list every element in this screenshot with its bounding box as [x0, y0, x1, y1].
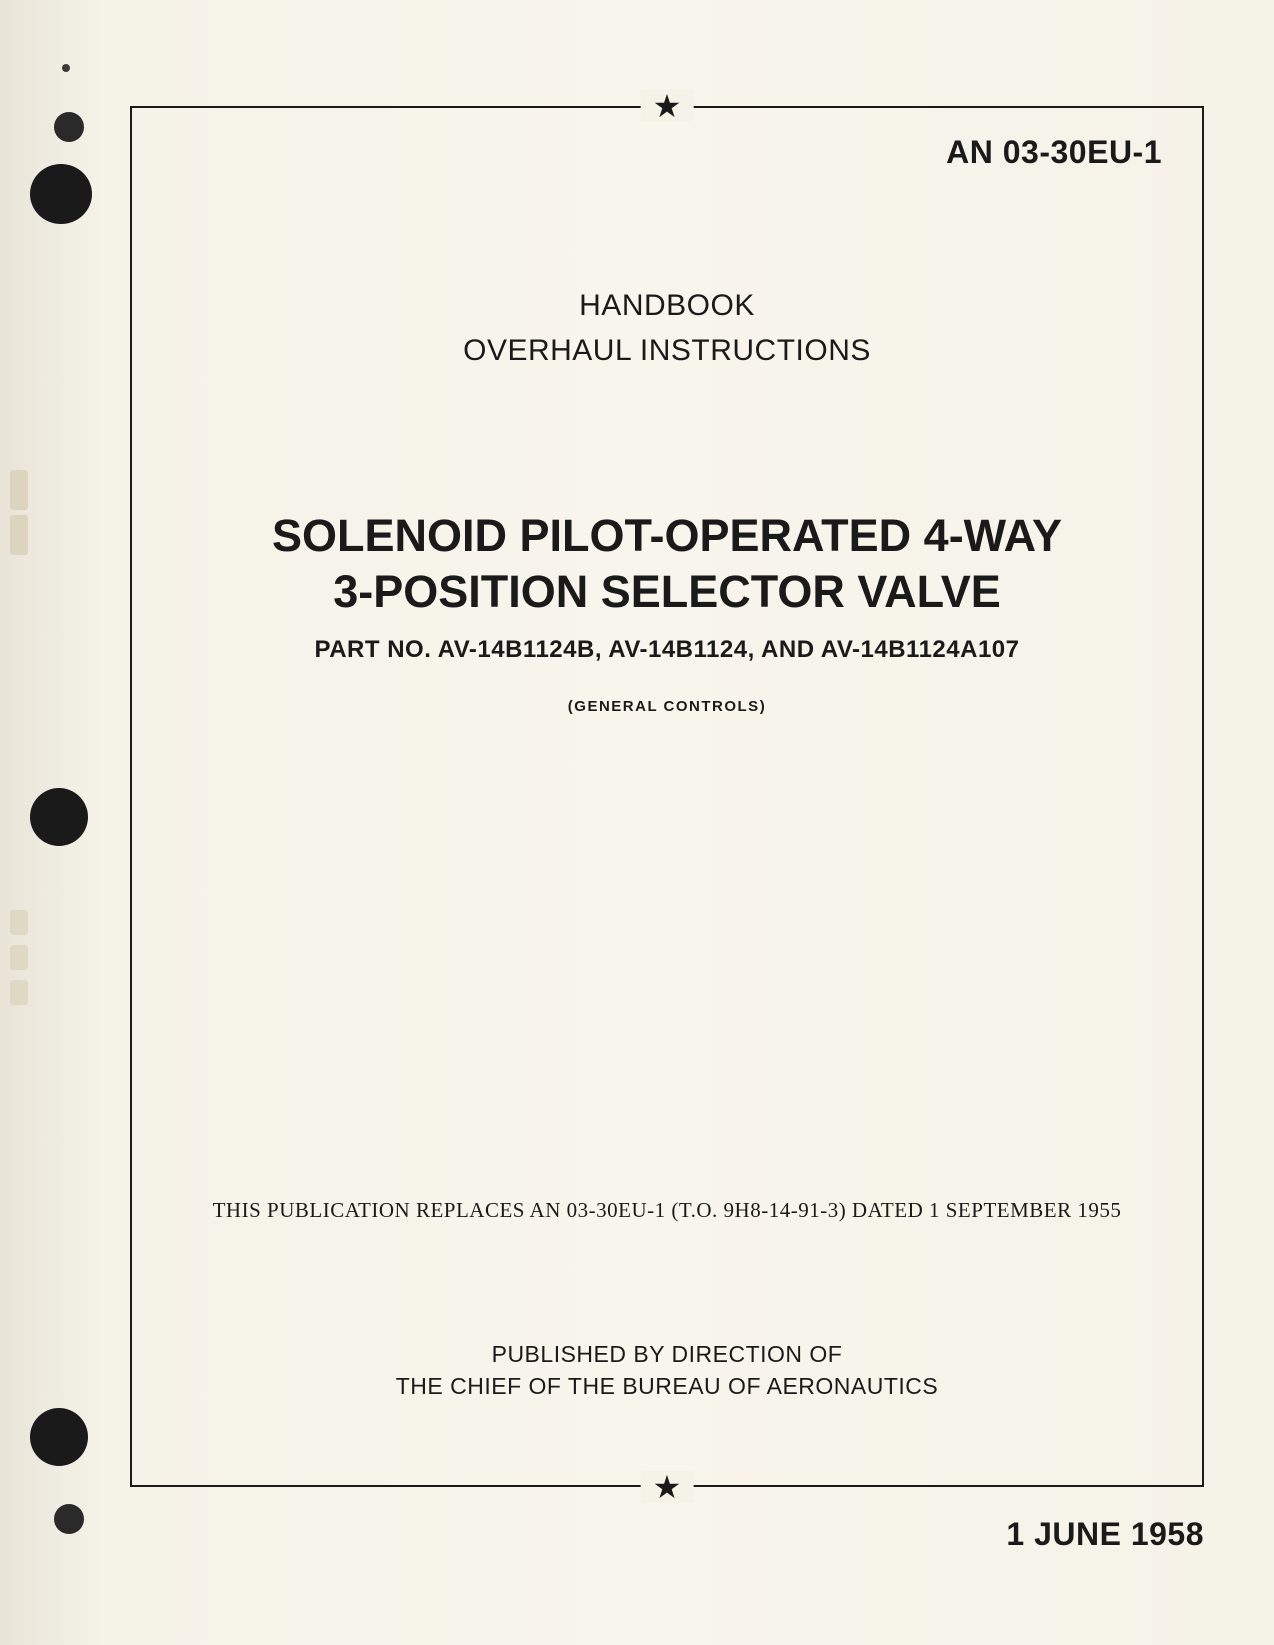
header-line-1: HANDBOOK — [132, 283, 1202, 328]
manufacturer: (GENERAL CONTROLS) — [132, 698, 1202, 715]
paper-tear — [10, 515, 28, 555]
publisher-line-1: PUBLISHED BY DIRECTION OF — [132, 1338, 1202, 1370]
document-number: AN 03-30EU-1 — [946, 134, 1162, 171]
paper-tear — [10, 980, 28, 1005]
paper-tear — [10, 470, 28, 510]
binder-hole-small-bottom — [54, 1504, 84, 1534]
handbook-header: HANDBOOK OVERHAUL INSTRUCTIONS — [132, 283, 1202, 373]
replacement-note: THIS PUBLICATION REPLACES AN 03-30EU-1 (… — [182, 1198, 1152, 1223]
publisher-line-2: THE CHIEF OF THE BUREAU OF AERONAUTICS — [132, 1370, 1202, 1402]
small-dot — [62, 64, 70, 72]
binder-hole-small-top — [54, 112, 84, 142]
star-icon-top: ★ — [641, 90, 694, 122]
title-line-1: SOLENOID PILOT-OPERATED 4-WAY — [172, 508, 1162, 564]
publisher: PUBLISHED BY DIRECTION OF THE CHIEF OF T… — [132, 1338, 1202, 1402]
binder-hole-bottom — [30, 1408, 88, 1466]
title-line-2: 3-POSITION SELECTOR VALVE — [172, 564, 1162, 620]
binder-hole-top — [30, 164, 92, 224]
binder-hole-middle — [30, 788, 88, 846]
paper-tear — [10, 910, 28, 935]
paper-tear — [10, 945, 28, 970]
document-frame: ★ ★ AN 03-30EU-1 HANDBOOK OVERHAUL INSTR… — [130, 106, 1204, 1487]
header-line-2: OVERHAUL INSTRUCTIONS — [132, 328, 1202, 373]
publication-date: 1 JUNE 1958 — [1006, 1516, 1204, 1553]
part-number: PART NO. AV-14B1124B, AV-14B1124, AND AV… — [132, 636, 1202, 664]
document-page: ★ ★ AN 03-30EU-1 HANDBOOK OVERHAUL INSTR… — [0, 0, 1274, 1645]
main-title: SOLENOID PILOT-OPERATED 4-WAY 3-POSITION… — [172, 508, 1162, 621]
star-icon-bottom: ★ — [641, 1471, 694, 1503]
